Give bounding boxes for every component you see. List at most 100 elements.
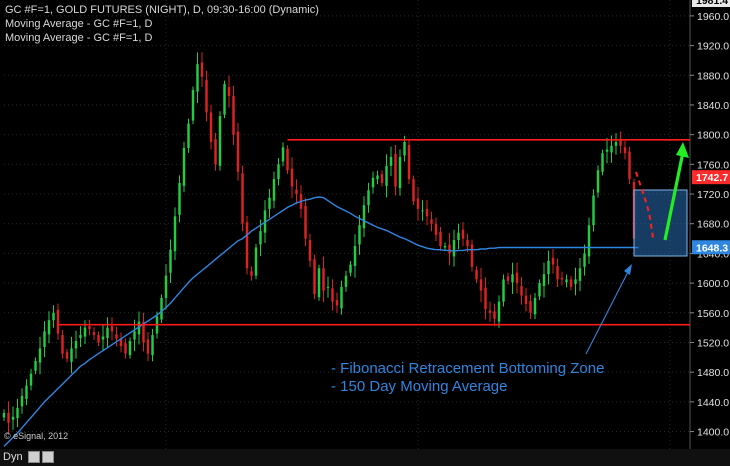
bar-body <box>326 286 330 288</box>
y-tick-label: 1480.0 <box>697 367 729 379</box>
bar-body <box>533 297 537 315</box>
arrow-head <box>676 142 689 158</box>
bar-body <box>115 334 118 339</box>
bar-body <box>560 277 564 280</box>
y-tick-label: 1680.0 <box>697 219 729 231</box>
bar-body <box>178 182 181 215</box>
bar-body <box>362 205 366 229</box>
y-tick-label: 1440.0 <box>697 397 729 409</box>
bar-body <box>295 189 298 195</box>
indicator-label-2: Moving Average - GC #F=1, D <box>5 32 153 44</box>
bar-body <box>412 179 415 202</box>
bar-body <box>137 321 141 335</box>
bar-body <box>2 412 6 418</box>
bar-body <box>259 231 262 245</box>
bar-body <box>376 175 379 180</box>
bar-body <box>556 266 559 280</box>
bar-body <box>515 272 519 284</box>
y-axis: 1400.01440.01480.01520.01560.01600.01640… <box>690 11 729 439</box>
bar-body <box>380 173 384 183</box>
bar-body <box>218 116 222 166</box>
bar-body <box>511 274 514 283</box>
bar-body <box>308 240 312 261</box>
price-badge-label: 1648.3 <box>696 242 728 254</box>
bar-body <box>448 244 451 254</box>
y-tick-label: 1520.0 <box>697 337 729 349</box>
bar-body <box>488 310 492 313</box>
bar-body <box>574 279 577 284</box>
bar-body <box>128 340 132 356</box>
bar-body <box>38 348 42 363</box>
bar-body <box>475 269 478 280</box>
bar-body <box>196 64 199 92</box>
bar-body <box>151 335 154 356</box>
bar-body <box>439 231 442 246</box>
bar-body <box>290 168 294 187</box>
bar-body <box>371 177 375 188</box>
bar-body <box>389 156 393 166</box>
bar-body <box>164 275 168 298</box>
copyright: © eSignal, 2012 <box>4 431 69 441</box>
moving-average-line <box>3 196 639 447</box>
bar-body <box>470 244 474 267</box>
price-badge <box>692 170 730 185</box>
bar-body <box>430 219 433 224</box>
bar-body <box>317 268 321 298</box>
bar-body <box>281 147 285 162</box>
bar-body <box>236 131 240 172</box>
bar-body <box>538 283 541 297</box>
bar-body <box>407 145 411 180</box>
scroll-right-button[interactable] <box>42 451 54 463</box>
bar-body <box>119 338 123 347</box>
bar-body <box>601 153 604 172</box>
bar-body <box>529 300 532 313</box>
indicator-label-1: Moving Average - GC #F=1, D <box>5 18 153 30</box>
bar-body <box>268 197 271 209</box>
bar-body <box>457 232 460 241</box>
bar-body <box>443 245 447 248</box>
bar-body <box>133 331 136 340</box>
bar-body <box>520 286 523 296</box>
bar-body <box>106 327 109 339</box>
bar-body <box>232 96 235 135</box>
annotation-pointer <box>585 267 631 355</box>
bar-body <box>425 208 429 217</box>
bar-body <box>322 268 325 291</box>
bar-body <box>70 348 73 362</box>
bar-body <box>344 275 348 287</box>
bar-body <box>434 223 438 235</box>
bar-body <box>484 287 487 310</box>
bar-body <box>101 336 105 340</box>
bar-body <box>74 340 78 349</box>
bar-body <box>169 249 172 273</box>
bar-body <box>142 321 145 343</box>
y-tick-label: 1560.0 <box>697 308 729 320</box>
y-tick-label: 1800.0 <box>697 130 729 142</box>
chart-title: GC #F=1, GOLD FUTURES (NIGHT), D, 09:30-… <box>5 4 319 16</box>
projected-rally-arrow <box>663 151 685 241</box>
bar-body <box>286 148 289 171</box>
bar-body <box>479 279 483 291</box>
bar-body <box>187 123 190 149</box>
bar-body <box>596 170 600 193</box>
bar-body <box>20 395 24 407</box>
price-badge-label: 1981.4 <box>696 0 728 7</box>
scroll-left-button[interactable] <box>28 451 40 463</box>
bar-body <box>619 139 622 146</box>
bar-body <box>569 279 573 287</box>
y-tick-label: 1600.0 <box>697 278 729 290</box>
bar-body <box>191 90 195 121</box>
annotation-pointer-head <box>624 264 632 275</box>
annotation-line-2: - 150 Day Moving Average <box>331 378 508 395</box>
dyn-label: Dyn <box>3 451 23 463</box>
bar-body <box>551 257 555 265</box>
bar-body <box>110 326 114 332</box>
bar-body <box>367 190 370 206</box>
bar-body <box>623 147 627 154</box>
price-badge <box>692 0 730 7</box>
bar-body <box>628 151 631 180</box>
bar-body <box>349 264 352 273</box>
bar-body <box>227 87 231 97</box>
bar-body <box>223 84 226 115</box>
